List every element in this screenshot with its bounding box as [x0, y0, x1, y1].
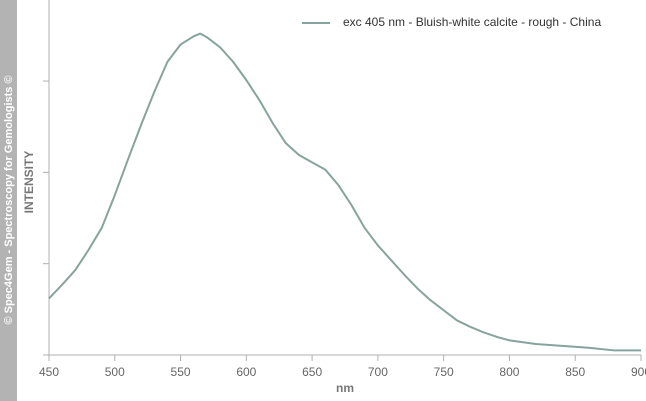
x-tick-label: 450 [39, 365, 59, 379]
x-tick-label: 800 [499, 365, 519, 379]
y-axis-label: INTENSITY [22, 151, 36, 214]
x-tick-label: 700 [368, 365, 388, 379]
x-tick-label: 900 [631, 365, 646, 379]
x-tick-label: 850 [565, 365, 585, 379]
x-tick-label: 650 [302, 365, 322, 379]
x-tick-label: 750 [434, 365, 454, 379]
data-line [48, 32, 641, 352]
sidebar [0, 0, 17, 401]
watermark: © Spec4Gem - Spectroscopy for Gemologist… [3, 75, 15, 324]
x-tick-label: 500 [105, 365, 125, 379]
x-tick-label: 550 [171, 365, 191, 379]
legend-label: exc 405 nm - Bluish-white calcite - roug… [343, 15, 601, 29]
x-axis-label: nm [336, 381, 354, 395]
x-tick-label: 600 [236, 365, 256, 379]
